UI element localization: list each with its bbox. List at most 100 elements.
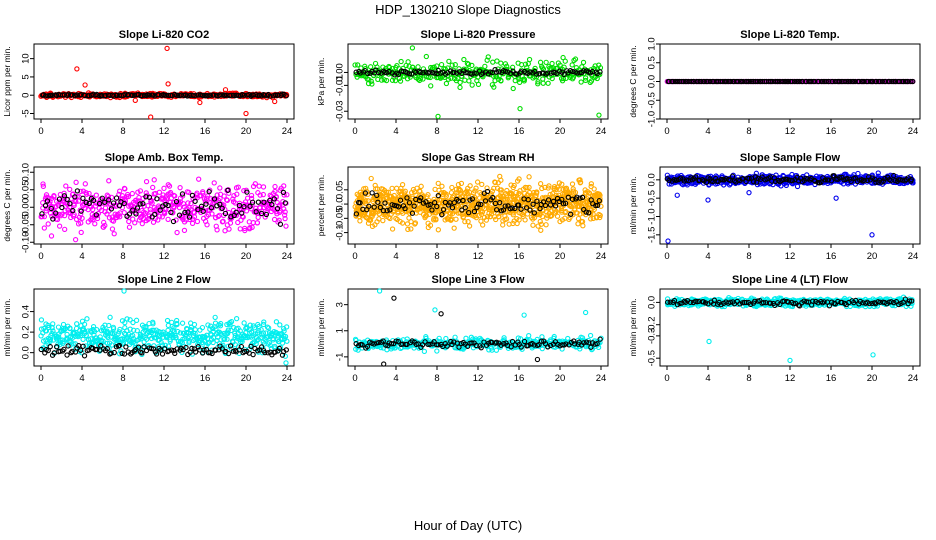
- y-tick-label: 0.4: [21, 305, 32, 318]
- data-point: [444, 65, 451, 71]
- data-point: [575, 221, 581, 227]
- data-point: [792, 78, 798, 85]
- data-point: [680, 78, 687, 85]
- data-point: [537, 59, 544, 65]
- x-tick-label: 24: [282, 373, 293, 384]
- data-point: [72, 194, 78, 200]
- y-tick-label: 0.2: [21, 326, 32, 339]
- data-point: [222, 92, 228, 99]
- data-point: [63, 183, 69, 189]
- data-point: [190, 92, 196, 99]
- data-point: [452, 62, 458, 68]
- data-point: [496, 213, 502, 220]
- data-point: [141, 92, 147, 98]
- data-point: [417, 69, 423, 76]
- data-point: [160, 192, 166, 198]
- x-tick-label: 24: [596, 251, 607, 262]
- y-tick-label: 0.00: [21, 198, 32, 217]
- data-point: [78, 220, 84, 226]
- data-point: [258, 210, 265, 217]
- x-tick-label: 20: [867, 251, 878, 262]
- data-point: [135, 189, 141, 195]
- data-point: [561, 64, 567, 70]
- data-point: [86, 190, 92, 197]
- data-point: [367, 64, 374, 70]
- x-tick-label: 0: [664, 126, 669, 137]
- data-point: [887, 78, 893, 85]
- y-tick-label: -0.03: [335, 100, 346, 122]
- data-point: [45, 221, 51, 227]
- data-point: [554, 213, 561, 219]
- y-tick-label: -1.0: [647, 111, 658, 127]
- data-point: [59, 204, 65, 211]
- data-point: [143, 178, 150, 185]
- data-point: [53, 210, 59, 216]
- data-point: [728, 78, 734, 85]
- data-point: [455, 75, 461, 82]
- data-point: [48, 205, 54, 212]
- data-point: [161, 185, 167, 191]
- data-point: [226, 226, 232, 232]
- data-point: [537, 210, 543, 217]
- data-point: [578, 79, 584, 85]
- x-tick-label: 0: [38, 126, 43, 137]
- data-point: [433, 217, 439, 223]
- data-point: [194, 218, 201, 225]
- data-point: [587, 332, 594, 339]
- data-point: [698, 78, 704, 85]
- data-point: [222, 210, 229, 217]
- data-point: [73, 179, 79, 185]
- data-point: [789, 78, 795, 85]
- data-point: [176, 204, 183, 211]
- data-point: [560, 54, 566, 61]
- data-point: [277, 322, 283, 328]
- y-axis-label: ml/min per min.: [316, 298, 326, 356]
- data-point: [545, 80, 551, 86]
- data-point: [368, 175, 374, 182]
- x-tick-label: 8: [746, 251, 751, 262]
- data-point: [264, 93, 270, 99]
- data-point: [239, 210, 245, 216]
- data-point: [269, 201, 275, 208]
- data-point: [53, 203, 59, 210]
- x-tick-label: 12: [473, 373, 484, 384]
- x-tick-label: 8: [434, 126, 439, 137]
- data-point: [842, 78, 848, 85]
- data-point: [490, 59, 496, 65]
- data-point: [908, 78, 914, 85]
- data-point: [203, 201, 209, 207]
- data-point: [355, 62, 361, 68]
- data-point: [221, 193, 227, 199]
- data-point: [402, 188, 408, 194]
- y-tick-label: 0.5: [647, 56, 658, 69]
- data-point: [456, 186, 462, 192]
- data-point: [856, 78, 862, 85]
- data-point: [533, 71, 540, 77]
- data-point: [82, 181, 88, 187]
- data-point: [272, 188, 278, 195]
- data-point: [262, 214, 268, 220]
- data-point: [452, 334, 458, 340]
- data-point: [794, 183, 801, 190]
- data-point: [869, 232, 875, 238]
- data-point: [77, 207, 83, 213]
- data-point: [61, 193, 68, 199]
- data-point: [457, 187, 464, 194]
- data-point: [99, 195, 105, 201]
- data-point: [582, 309, 589, 316]
- x-tick-label: 24: [908, 126, 919, 137]
- data-point: [219, 92, 225, 98]
- data-point: [570, 68, 576, 75]
- data-point: [570, 74, 577, 80]
- x-tick-label: 12: [159, 126, 170, 137]
- data-point: [524, 211, 531, 217]
- data-point: [879, 78, 886, 85]
- data-point: [282, 209, 288, 215]
- data-point: [281, 192, 287, 198]
- x-tick-label: 4: [393, 251, 398, 262]
- data-point: [185, 209, 191, 215]
- panel-ambbox: Slope Amb. Box Temp.degrees C per min.0 4…: [2, 152, 295, 262]
- x-tick-label: 12: [785, 251, 796, 262]
- data-point: [255, 199, 262, 205]
